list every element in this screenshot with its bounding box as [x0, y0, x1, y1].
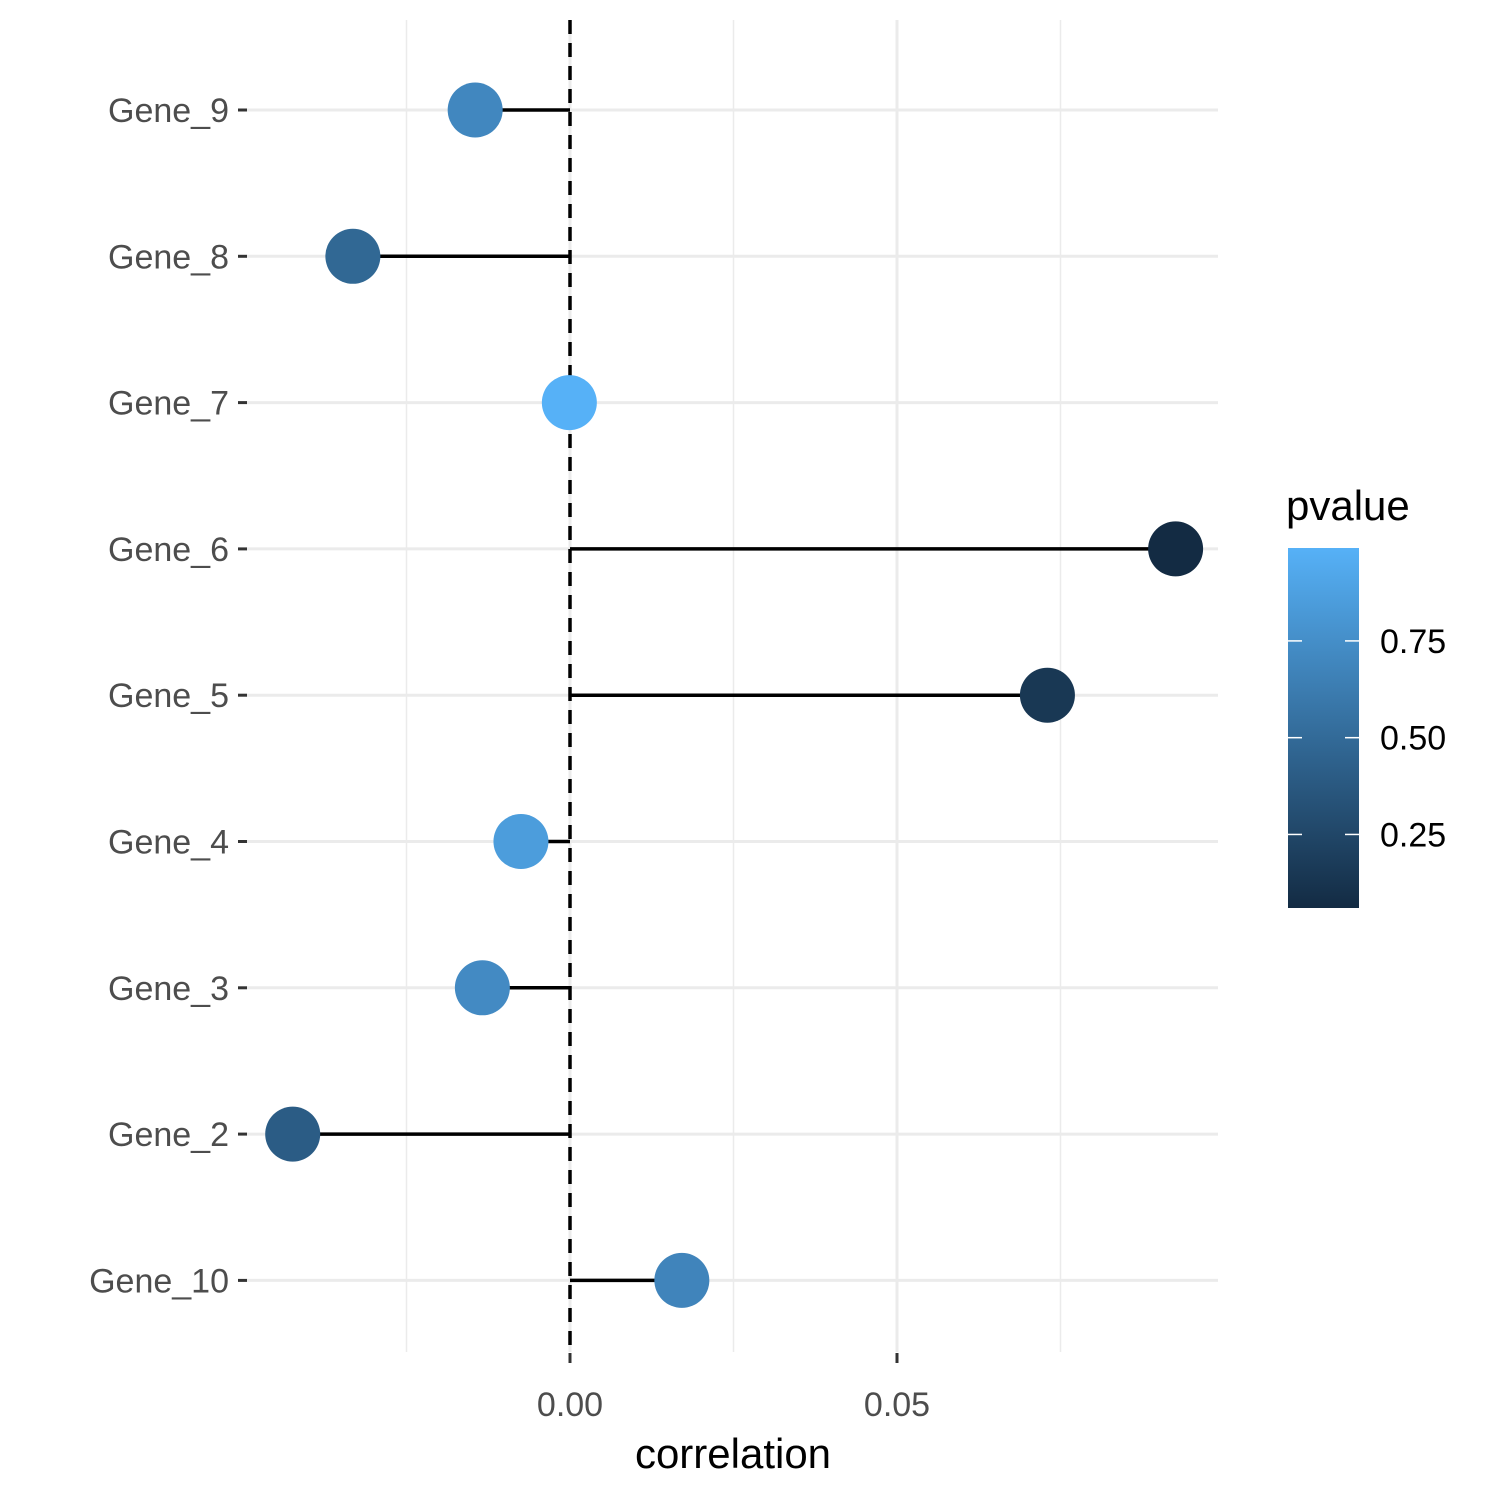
y-tick-label: Gene_3 [108, 970, 229, 1008]
y-tick-label: Gene_8 [108, 238, 229, 276]
legend-ticks: 0.25 0.50 0.75 [1288, 623, 1446, 854]
legend-tick-label: 0.75 [1380, 623, 1446, 661]
y-tick-label: Gene_6 [108, 531, 229, 569]
point-gene-8 [325, 228, 381, 284]
legend-tick-label: 0.50 [1380, 720, 1446, 758]
grid-layer [246, 20, 1218, 1352]
x-tick-label: 0.05 [864, 1386, 930, 1424]
legend-tick-label: 0.25 [1380, 816, 1446, 854]
legend: pvalue 0.25 0.50 0.75 [1286, 482, 1446, 908]
point-gene-2 [265, 1106, 321, 1162]
point-gene-3 [454, 960, 510, 1016]
y-tick-label: Gene_10 [89, 1262, 229, 1300]
point-gene-6 [1148, 521, 1204, 577]
y-tick-label: Gene_7 [108, 385, 229, 423]
y-tick-label: Gene_2 [108, 1116, 229, 1154]
y-tick-label: Gene_9 [108, 92, 229, 130]
point-gene-4 [493, 814, 549, 869]
y-tick-label: Gene_4 [108, 824, 229, 862]
legend-colorbar [1288, 548, 1359, 908]
y-axis: Gene_9 Gene_8 Gene_7 Gene_6 Gene_5 Gene_4 Gene… [89, 92, 247, 1300]
x-tick-label: 0.00 [537, 1386, 603, 1424]
point-layer [265, 82, 1204, 1308]
point-gene-9 [447, 82, 503, 138]
legend-title: pvalue [1286, 482, 1410, 529]
point-gene-10 [654, 1252, 710, 1308]
x-axis: 0.00 0.05 [537, 1353, 930, 1424]
x-axis-title: correlation [635, 1430, 831, 1477]
y-tick-label: Gene_5 [108, 677, 229, 715]
point-gene-7 [541, 375, 597, 431]
point-gene-5 [1019, 667, 1075, 723]
